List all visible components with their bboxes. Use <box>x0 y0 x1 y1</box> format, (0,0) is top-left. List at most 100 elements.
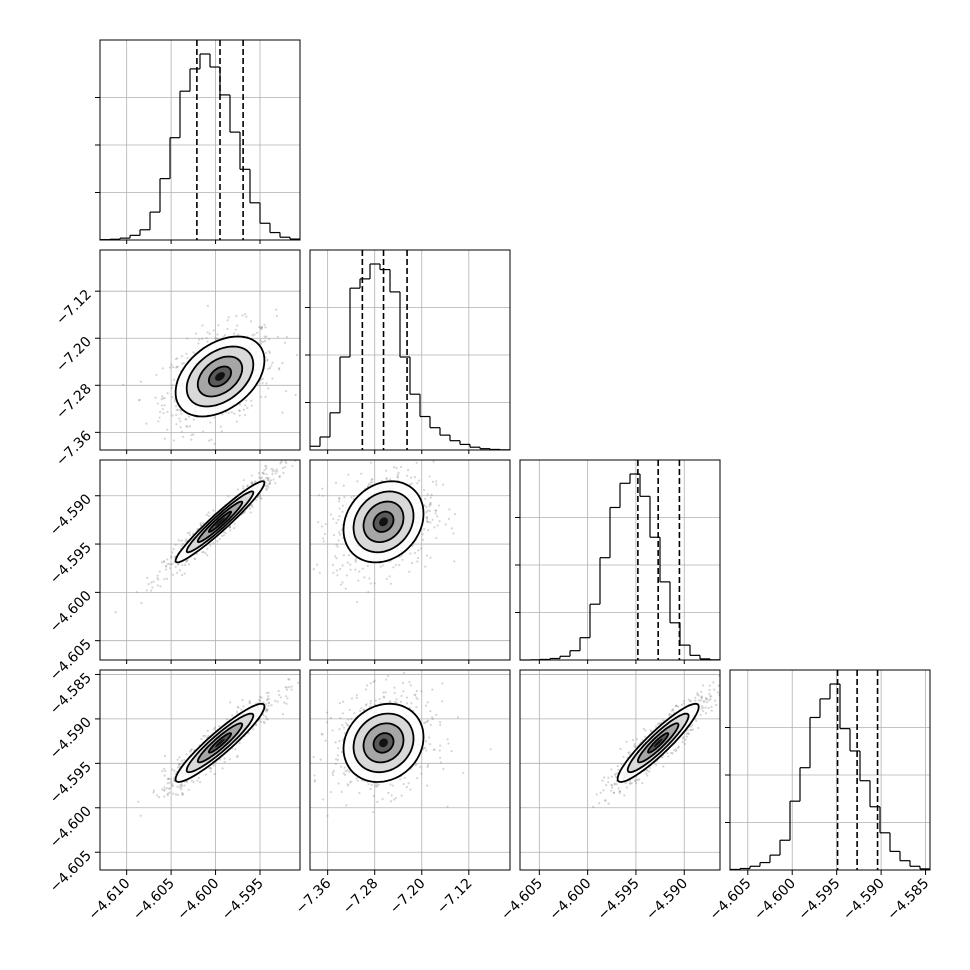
scatter-point <box>666 752 669 755</box>
scatter-point <box>180 759 183 762</box>
scatter-point <box>221 413 224 416</box>
scatter-point <box>168 366 172 369</box>
scatter-point <box>237 706 240 709</box>
scatter-point <box>421 533 424 536</box>
scatter-point <box>448 508 451 511</box>
scatter-point <box>334 481 338 485</box>
scatter-point <box>670 751 673 755</box>
scatter-point <box>250 399 253 402</box>
scatter-point <box>241 314 244 317</box>
scatter-point <box>701 684 705 687</box>
scatter-point <box>717 691 720 694</box>
scatter-point <box>263 469 266 472</box>
scatter-point <box>416 697 419 701</box>
scatter-point <box>675 749 678 753</box>
scatter-point <box>342 553 345 557</box>
x-tick-label: −4.595 <box>796 876 844 924</box>
scatter-point <box>220 534 224 538</box>
scatter-point <box>431 717 434 721</box>
scatter-point <box>266 479 270 482</box>
scatter-point <box>226 327 229 331</box>
scatter-point <box>183 563 187 567</box>
scatter-point <box>193 557 196 561</box>
scatter-point <box>687 731 690 735</box>
scatter-point <box>684 738 687 741</box>
scatter-point <box>186 531 189 535</box>
scatter-point <box>268 350 271 353</box>
scatter-point <box>204 773 207 776</box>
scatter-point <box>167 777 170 780</box>
scatter-point <box>607 802 610 805</box>
scatter-point <box>399 778 402 781</box>
scatter-point <box>162 412 165 415</box>
scatter-point <box>202 734 205 738</box>
scatter-point <box>209 770 212 773</box>
scatter-point <box>416 482 419 485</box>
hist-frame-3 <box>729 669 931 871</box>
contour-line-3 <box>647 732 670 754</box>
scatter-point <box>683 742 686 746</box>
scatter-point <box>700 690 703 694</box>
scatter-point <box>185 559 189 562</box>
scatter-point <box>355 693 358 697</box>
scatter-point <box>387 674 390 678</box>
scatter-point <box>368 705 371 708</box>
scatter-point <box>381 564 384 567</box>
scatter-point <box>267 476 270 480</box>
scatter-point <box>188 563 191 566</box>
scatter-point <box>385 577 388 581</box>
scatter-frame-2-3 <box>519 669 721 871</box>
scatter-point <box>422 746 425 750</box>
scatter-point <box>260 326 264 329</box>
scatter-point <box>365 684 369 687</box>
scatter-point <box>426 719 430 722</box>
scatter-point <box>275 468 278 471</box>
scatter-point <box>350 717 353 720</box>
scatter-point <box>234 328 237 331</box>
scatter-point <box>185 560 188 563</box>
scatter-point <box>251 505 254 508</box>
scatter-point <box>701 709 705 713</box>
scatter-point <box>281 466 285 470</box>
scatter-point <box>171 396 174 399</box>
scatter-point <box>602 789 605 792</box>
scatter-point <box>312 567 315 571</box>
scatter-point <box>278 475 281 479</box>
scatter-point <box>161 395 164 398</box>
scatter-point <box>437 504 441 507</box>
contour-line-0 <box>174 480 266 564</box>
contour-line-2 <box>196 355 244 398</box>
scatter-point <box>413 551 416 555</box>
y-tick-label: −4.605 <box>47 848 95 896</box>
scatter-point <box>208 439 211 442</box>
scatter-point <box>175 423 178 426</box>
scatter-point <box>354 560 357 563</box>
scatter-point <box>324 522 327 526</box>
x-tick-label: −4.595 <box>595 876 643 924</box>
scatter-point <box>221 767 224 770</box>
scatter-point <box>222 534 226 537</box>
scatter-point <box>697 699 701 702</box>
scatter-point <box>362 708 366 712</box>
scatter-point <box>405 696 409 699</box>
scatter-point <box>165 787 168 790</box>
scatter-point <box>231 714 234 717</box>
scatter-point <box>667 755 670 758</box>
scatter-point <box>342 726 346 729</box>
scatter-point <box>427 520 430 524</box>
scatter-point <box>301 451 303 453</box>
scatter-point <box>246 484 249 487</box>
scatter-point <box>162 397 165 400</box>
hist-panel-0 <box>95 39 301 241</box>
scatter-point <box>635 738 638 741</box>
scatter-point <box>206 554 209 557</box>
scatter-point <box>649 729 652 732</box>
scatter-point <box>450 527 453 530</box>
scatter-point <box>174 793 178 796</box>
scatter-point <box>375 785 378 788</box>
scatter-point <box>159 585 162 588</box>
x-tick-label: −4.590 <box>643 876 691 924</box>
scatter-point <box>592 805 595 808</box>
scatter-point <box>199 522 202 525</box>
scatter-point <box>371 477 374 481</box>
